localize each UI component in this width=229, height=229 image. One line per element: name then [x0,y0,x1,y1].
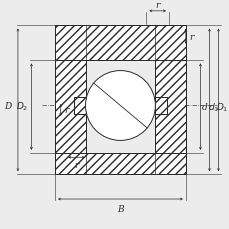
Bar [55,153,185,174]
Bar [74,98,85,114]
Text: r: r [74,160,78,169]
Text: d: d [201,103,207,112]
Text: B: B [117,204,123,213]
Bar [155,61,185,153]
Text: $D_1$: $D_1$ [215,101,228,113]
Circle shape [85,71,155,141]
Text: r: r [64,106,68,115]
Bar [155,98,166,114]
Bar [155,98,166,114]
Text: $d_1$: $d_1$ [207,101,218,113]
Bar [74,98,85,114]
Bar [55,26,185,174]
Text: D: D [4,101,11,111]
Text: r: r [155,1,159,10]
Text: r: r [188,33,193,41]
Text: $D_2$: $D_2$ [16,100,28,112]
Bar [55,26,185,61]
Bar [55,61,85,153]
